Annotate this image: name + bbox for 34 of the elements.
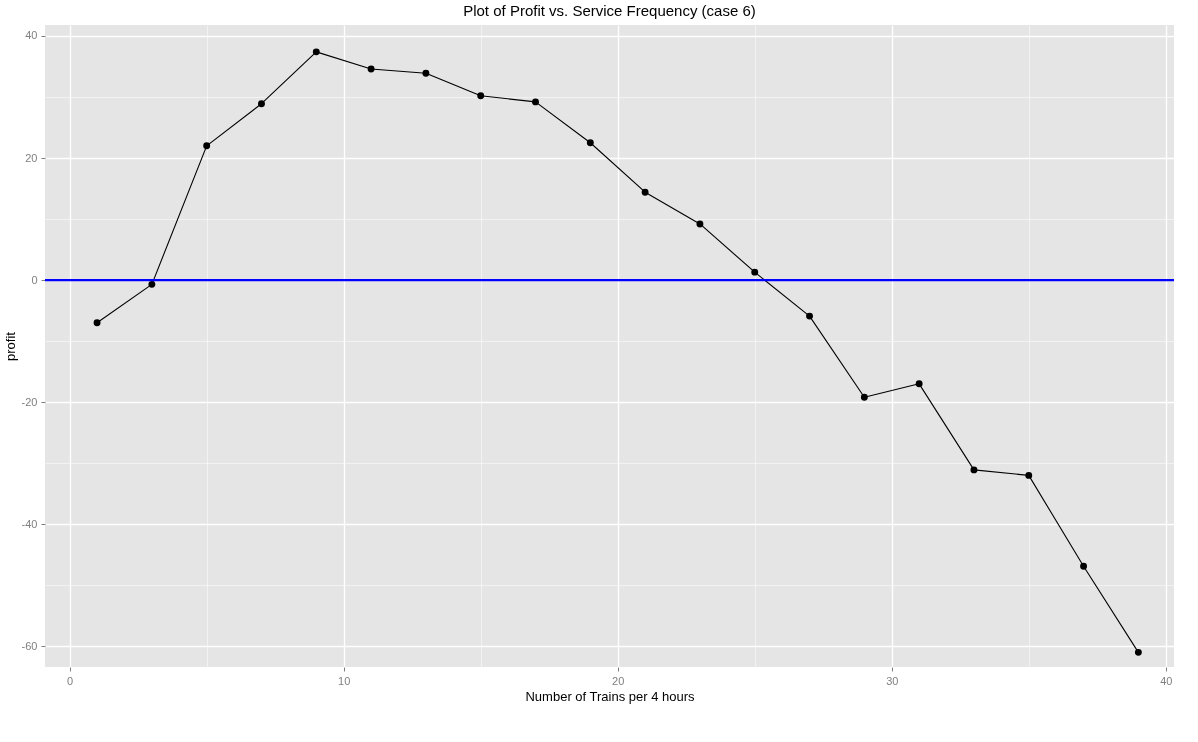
x-axis-title: Number of Trains per 4 hours xyxy=(525,688,696,704)
x-tick-label: 0 xyxy=(67,674,74,687)
point xyxy=(312,48,320,56)
point xyxy=(422,69,430,77)
point xyxy=(641,188,649,196)
chart-title: Plot of Profit vs. Service Frequency (case 6) xyxy=(463,2,756,19)
point xyxy=(1080,562,1088,570)
point xyxy=(696,220,704,228)
point xyxy=(477,92,485,100)
point xyxy=(860,393,868,401)
point xyxy=(148,280,156,288)
y-tick-label: -60 xyxy=(21,639,38,652)
point xyxy=(751,268,759,276)
point xyxy=(258,100,265,108)
y-tick-label: 20 xyxy=(25,151,38,164)
point xyxy=(1134,648,1142,656)
point xyxy=(203,142,211,150)
y-tick-label: 40 xyxy=(25,29,38,42)
point xyxy=(915,380,923,388)
point xyxy=(532,98,539,106)
point xyxy=(806,312,814,320)
x-tick-label: 40 xyxy=(1160,674,1173,687)
x-tick-label: 10 xyxy=(338,674,351,687)
point xyxy=(970,466,978,474)
point xyxy=(367,65,375,73)
x-tick-label: 30 xyxy=(886,674,899,687)
point xyxy=(586,139,594,147)
point xyxy=(93,319,101,327)
y-tick-label: 0 xyxy=(31,273,38,286)
y-tick-label: -20 xyxy=(21,395,38,408)
y-axis-title: profit xyxy=(2,331,18,361)
y-tick-label: -40 xyxy=(21,517,38,530)
x-tick-label: 20 xyxy=(612,674,625,687)
point xyxy=(1025,471,1033,479)
